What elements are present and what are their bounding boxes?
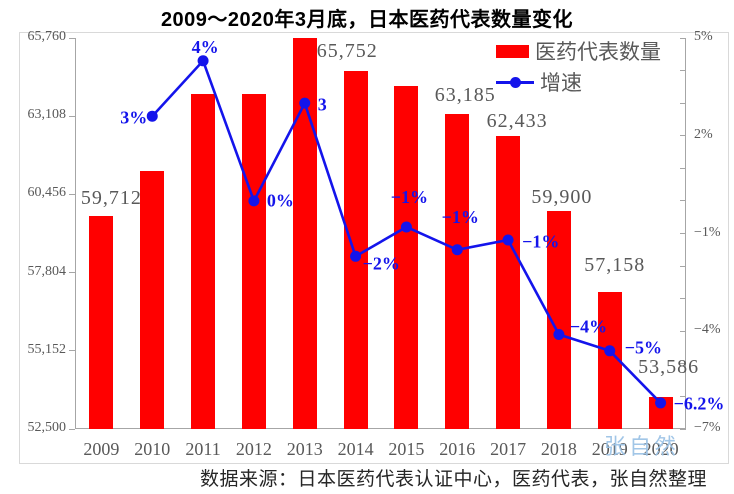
right-axis-tick [680, 70, 686, 72]
bar-value-label-2018: 59,900 [531, 185, 593, 208]
bar-2014 [343, 70, 368, 429]
growth-label-2012: 0% [266, 190, 294, 211]
right-axis-tick-label: 2% [694, 126, 713, 142]
growth-label-2019: −5% [624, 337, 663, 358]
left-axis-tick [69, 272, 75, 274]
right-axis-tick-label: −7% [694, 420, 721, 435]
bar-2017 [496, 136, 521, 429]
bar-2020 [648, 396, 673, 429]
bar-series-swatch-icon [496, 44, 529, 58]
year-label-2011: 2011 [185, 439, 221, 459]
year-label-2019: 2019 [591, 439, 628, 459]
bar-2011 [191, 93, 216, 429]
left-axis-tick-label: 63,108 [27, 107, 67, 123]
bar-value-label-2020: 53,586 [638, 355, 700, 378]
line-series-swatch-icon [496, 76, 534, 89]
year-label-2018: 2018 [540, 439, 577, 459]
left-axis-tick-label: 65,760 [27, 29, 67, 44]
left-axis-tick [69, 428, 75, 430]
legend-item-bars: 医药代表数量 [496, 40, 661, 64]
legend-item-line: 增速 [496, 71, 661, 95]
right-axis-tick [680, 135, 686, 137]
right-axis-tick [680, 395, 686, 397]
right-axis-tick-label: −4% [694, 322, 721, 338]
year-label-2013: 2013 [286, 439, 323, 459]
bar-value-label-2009: 59,712 [80, 187, 142, 210]
legend-label-bars: 医药代表数量 [535, 40, 661, 64]
year-label-2012: 2012 [235, 439, 272, 459]
bar-2009 [89, 216, 114, 429]
bottom-axis-line [76, 428, 686, 429]
growth-label-2016: −1% [441, 206, 479, 227]
left-axis-tick [69, 193, 75, 195]
legend: 医药代表数量 增速 [496, 40, 661, 95]
year-label-2016: 2016 [439, 439, 476, 459]
bar-value-label-2017: 62,433 [486, 110, 548, 133]
growth-label-2015: −1% [390, 186, 429, 207]
right-axis-tick-label: 5% [694, 29, 713, 44]
bar-2013 [292, 38, 317, 429]
growth-label-2014: −2% [362, 253, 400, 274]
bar-2019 [597, 291, 622, 429]
left-axis-tick-label: 60,456 [27, 185, 67, 201]
left-axis-line [75, 38, 76, 429]
growth-label-2020: −6.2% [673, 393, 725, 414]
left-axis-tick-label: 57,804 [27, 263, 67, 279]
source-note: 数据来源：日本医药代表认证中心，医药代表，张自然整理 [200, 469, 708, 490]
bar-2016 [445, 113, 470, 429]
right-axis-tick [680, 233, 686, 234]
growth-label-2017: −1% [522, 231, 560, 252]
right-axis-tick [680, 428, 686, 430]
year-label-2020: 2020 [642, 439, 679, 459]
right-axis-tick [680, 37, 686, 39]
right-axis-tick [680, 298, 686, 300]
legend-label-line: 增速 [540, 71, 582, 95]
growth-label-2011: 4% [191, 36, 219, 57]
left-axis-tick [69, 37, 75, 39]
growth-label-2013: 3 [317, 94, 327, 115]
left-axis-tick-label: 52,500 [27, 420, 67, 435]
watermark: 张自然 [604, 434, 680, 459]
plot-frame [19, 32, 729, 464]
legend-line-dot-icon [510, 76, 521, 88]
bar-2012 [241, 94, 266, 429]
right-axis-tick [680, 265, 686, 267]
left-axis-tick [69, 350, 75, 352]
right-axis-tick [680, 102, 686, 104]
right-axis-tick [680, 167, 686, 169]
right-axis-tick [680, 363, 686, 365]
year-label-2015: 2015 [388, 439, 425, 459]
year-label-2009: 2009 [83, 439, 120, 459]
right-axis-tick [680, 200, 686, 202]
growth-label-2018: −4% [569, 316, 608, 336]
bar-value-label-2013: 65,752 [316, 40, 378, 63]
year-label-2014: 2014 [337, 439, 374, 459]
left-axis-tick [69, 115, 75, 117]
right-axis-tick [680, 330, 686, 332]
chart-title: 2009～2020年3月底，日本医药代表数量变化 [160, 9, 574, 31]
year-label-2010: 2010 [134, 439, 171, 459]
growth-label-2010: 3% [120, 107, 148, 128]
bar-value-label-2016: 63,185 [434, 83, 496, 106]
left-axis-tick-label: 55,152 [27, 341, 67, 357]
year-label-2017: 2017 [490, 439, 527, 459]
right-axis-tick-label: −1% [694, 224, 721, 240]
bar-2010 [140, 171, 165, 429]
bar-value-label-2019: 57,158 [584, 253, 646, 276]
